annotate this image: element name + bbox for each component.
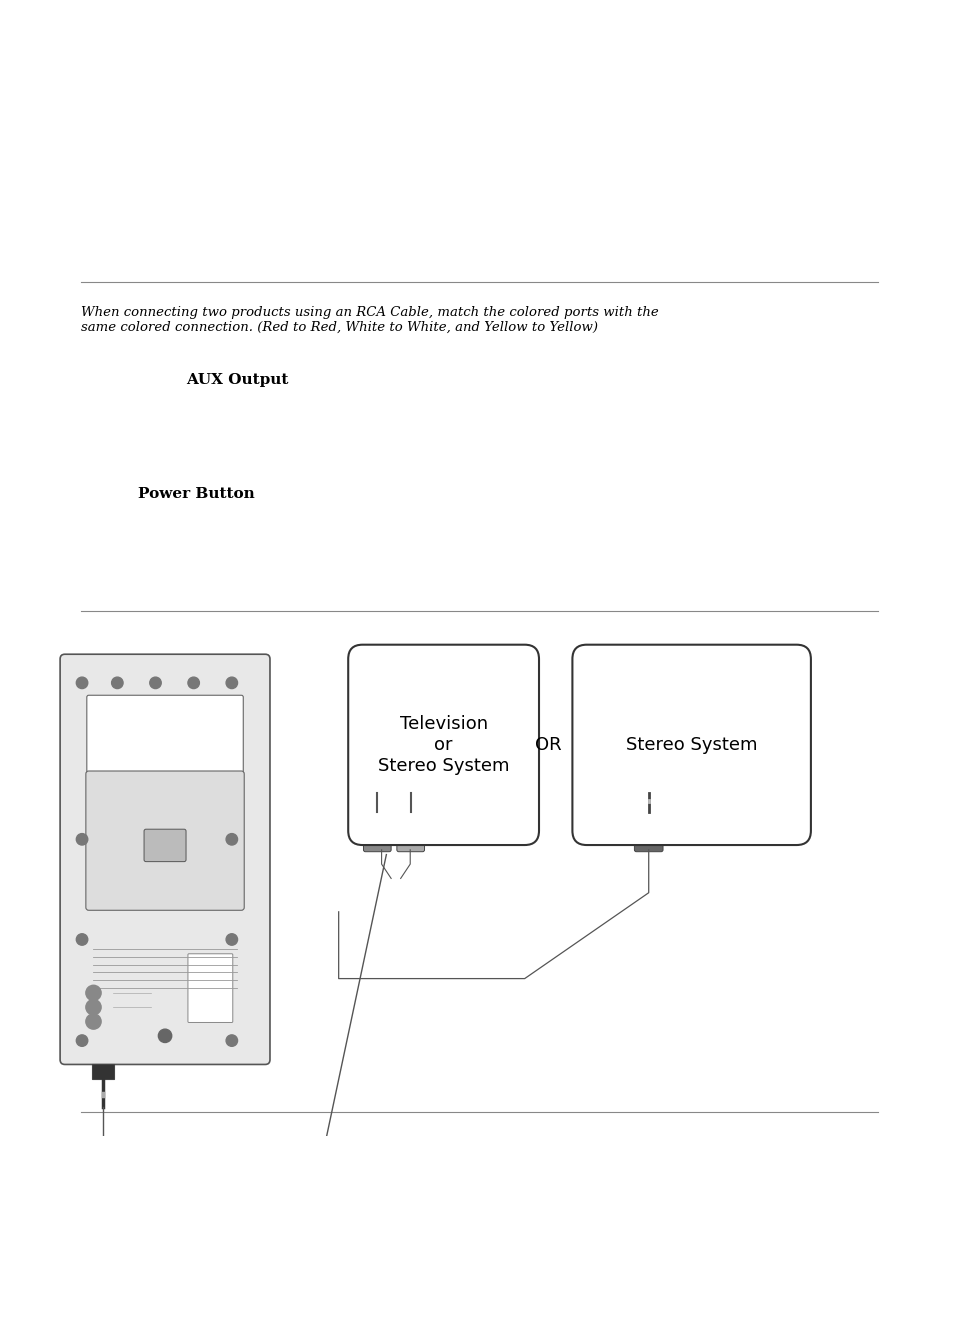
Circle shape — [76, 677, 88, 688]
Text: Television
or
Stereo System: Television or Stereo System — [377, 716, 509, 775]
Circle shape — [226, 1035, 237, 1046]
FancyBboxPatch shape — [400, 811, 420, 822]
Text: Power Button: Power Button — [138, 488, 254, 501]
Circle shape — [188, 677, 199, 688]
Circle shape — [76, 833, 88, 845]
FancyBboxPatch shape — [348, 645, 538, 845]
FancyBboxPatch shape — [396, 805, 424, 851]
Circle shape — [76, 933, 88, 945]
FancyBboxPatch shape — [144, 829, 186, 862]
Text: When connecting two products using an RCA Cable, match the colored ports with th: When connecting two products using an RC… — [81, 306, 659, 333]
Circle shape — [226, 833, 237, 845]
FancyBboxPatch shape — [86, 771, 244, 911]
FancyBboxPatch shape — [87, 696, 243, 786]
Circle shape — [112, 677, 123, 688]
FancyBboxPatch shape — [60, 654, 270, 1065]
FancyBboxPatch shape — [572, 645, 810, 845]
Circle shape — [86, 999, 101, 1015]
Text: ~: ~ — [395, 824, 402, 833]
FancyBboxPatch shape — [91, 1065, 114, 1078]
FancyBboxPatch shape — [634, 805, 662, 851]
Circle shape — [226, 677, 237, 688]
Circle shape — [150, 677, 161, 688]
FancyBboxPatch shape — [367, 811, 387, 822]
Text: Stereo System: Stereo System — [625, 735, 757, 754]
Text: AUX Output: AUX Output — [186, 373, 288, 386]
Text: OR: OR — [535, 735, 561, 754]
Circle shape — [158, 1029, 172, 1043]
Circle shape — [76, 1035, 88, 1046]
FancyBboxPatch shape — [363, 805, 391, 851]
Circle shape — [86, 986, 101, 1000]
FancyBboxPatch shape — [188, 954, 233, 1023]
Circle shape — [226, 933, 237, 945]
Circle shape — [86, 1014, 101, 1029]
